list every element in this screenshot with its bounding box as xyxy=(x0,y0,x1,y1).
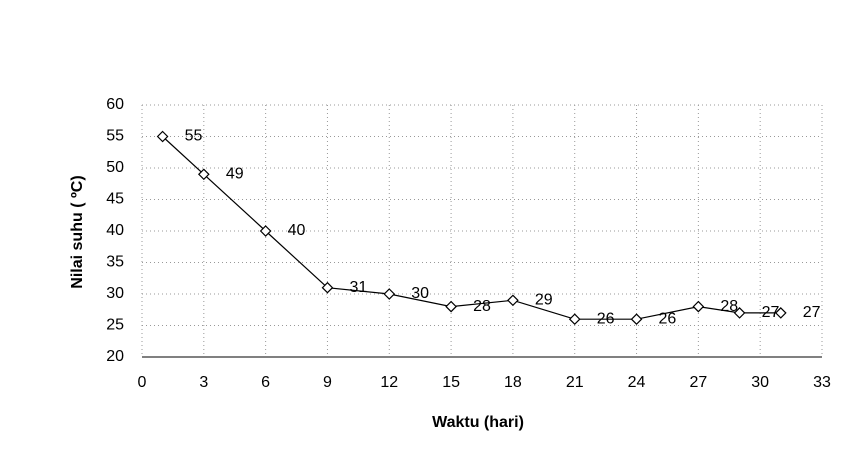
y-tick-label: 45 xyxy=(106,191,124,208)
marker xyxy=(630,313,643,326)
y-tick-label: 35 xyxy=(106,254,124,271)
y-tick-label: 20 xyxy=(106,348,124,365)
data-label: 49 xyxy=(226,166,244,183)
data-label: 31 xyxy=(349,279,367,296)
x-tick-label: 21 xyxy=(566,374,584,391)
marker xyxy=(568,313,581,326)
data-label: 26 xyxy=(659,310,677,327)
x-axis-label: Waktu (hari) xyxy=(432,414,524,431)
y-tick-label: 40 xyxy=(106,222,124,239)
x-tick-label: 27 xyxy=(689,374,707,391)
x-tick-label: 6 xyxy=(261,374,270,391)
data-label: 29 xyxy=(535,292,553,309)
y-tick-label: 25 xyxy=(106,317,124,334)
data-label: 27 xyxy=(762,304,780,321)
marker xyxy=(259,225,272,237)
data-label: 55 xyxy=(185,128,203,145)
x-tick-label: 9 xyxy=(323,374,332,391)
x-tick-label: 0 xyxy=(138,374,147,391)
data-label: 28 xyxy=(473,298,491,315)
data-label: 40 xyxy=(288,222,306,239)
data-label: 30 xyxy=(411,285,429,302)
marker xyxy=(321,281,334,294)
x-tick-label: 18 xyxy=(504,374,522,391)
y-tick-label: 55 xyxy=(106,128,124,145)
x-tick-label: 3 xyxy=(199,374,208,391)
x-tick-label: 15 xyxy=(442,374,460,391)
y-tick-label: 50 xyxy=(106,159,124,176)
x-tick-label: 12 xyxy=(380,374,398,391)
y-axis-label: Nilai suhu ( ºC) xyxy=(69,175,86,288)
marker xyxy=(197,168,210,181)
y-tick-label: 30 xyxy=(106,285,124,302)
marker xyxy=(383,288,396,300)
x-tick-label: 24 xyxy=(628,374,646,391)
marker xyxy=(774,307,787,319)
x-tick-label: 33 xyxy=(813,374,831,391)
x-tick-label: 30 xyxy=(751,374,769,391)
marker xyxy=(156,130,169,143)
data-label: 27 xyxy=(803,304,821,321)
marker xyxy=(733,307,746,319)
line xyxy=(162,136,781,320)
marker xyxy=(692,300,705,313)
data-label: 28 xyxy=(720,298,738,315)
marker xyxy=(507,294,519,307)
marker xyxy=(445,300,457,313)
y-tick-label: 60 xyxy=(106,96,124,113)
data-label: 26 xyxy=(597,310,615,327)
